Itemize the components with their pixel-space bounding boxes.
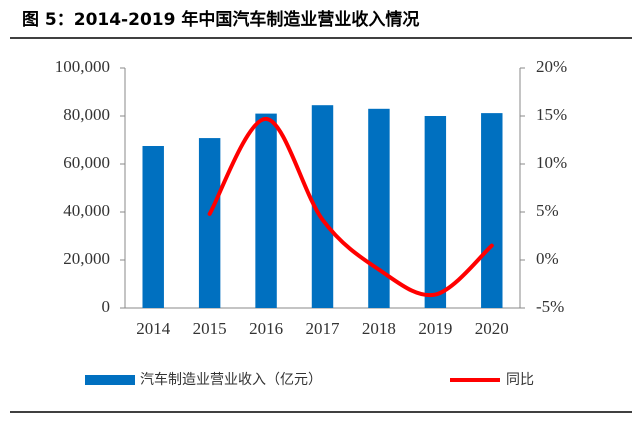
x-tick-label: 2019 bbox=[418, 319, 452, 338]
bar bbox=[198, 138, 221, 308]
y-tick-label: 80,000 bbox=[63, 105, 110, 124]
x-tick-label: 2017 bbox=[306, 319, 341, 338]
bar bbox=[311, 105, 334, 308]
bar bbox=[255, 113, 277, 308]
bar bbox=[142, 146, 164, 308]
y-tick-label: 20,000 bbox=[63, 249, 110, 268]
y2-tick-label: -5% bbox=[536, 297, 564, 316]
y2-tick-label: 10% bbox=[536, 153, 567, 172]
y-tick-label: 40,000 bbox=[63, 201, 110, 220]
y-tick-label: 60,000 bbox=[63, 153, 110, 172]
y-tick-label: 0 bbox=[102, 297, 111, 316]
legend-label: 同比 bbox=[506, 372, 534, 388]
x-tick-label: 2015 bbox=[193, 319, 227, 338]
x-tick-label: 2014 bbox=[136, 319, 171, 338]
x-tick-label: 2020 bbox=[475, 319, 509, 338]
chart-title: 图 5：2014-2019 年中国汽车制造业营业收入情况 bbox=[22, 9, 419, 30]
bar bbox=[424, 116, 447, 308]
bar bbox=[368, 108, 390, 308]
y2-tick-label: 15% bbox=[536, 105, 567, 124]
y2-tick-label: 0% bbox=[536, 249, 559, 268]
y-tick-label: 100,000 bbox=[55, 57, 110, 76]
line bbox=[207, 116, 494, 298]
x-tick-label: 2018 bbox=[362, 319, 396, 338]
y2-tick-label: 5% bbox=[536, 201, 559, 220]
bar bbox=[481, 113, 503, 309]
y2-tick-label: 20% bbox=[536, 57, 567, 76]
legend-swatch bbox=[85, 375, 135, 385]
legend-label: 汽车制造业营业收入（亿元） bbox=[140, 371, 322, 388]
x-tick-label: 2016 bbox=[249, 319, 283, 338]
